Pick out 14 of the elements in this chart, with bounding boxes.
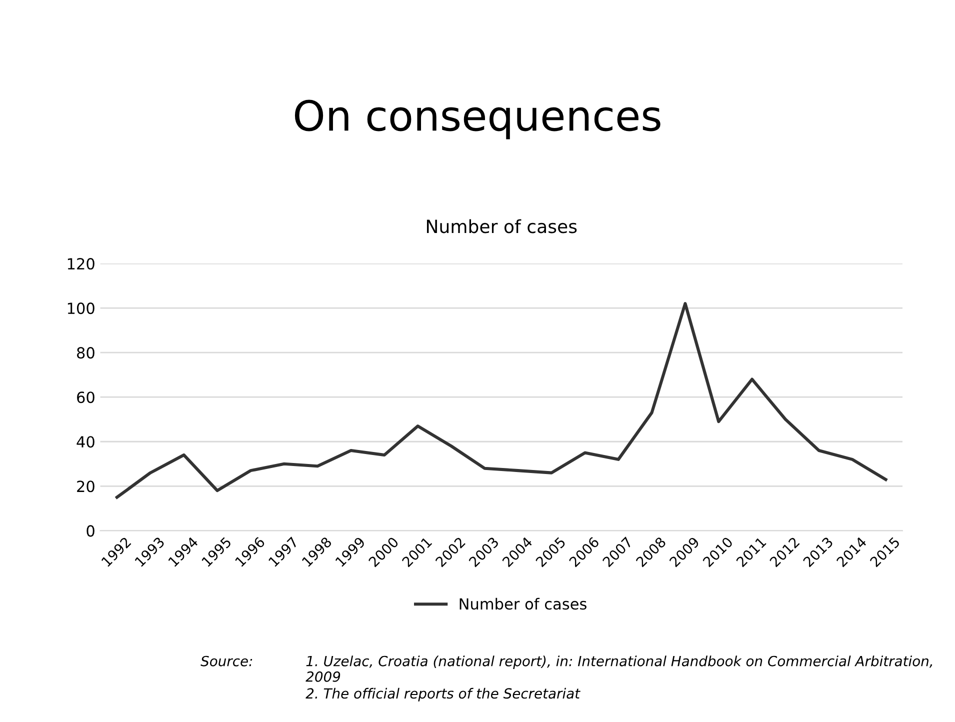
y-tick-label: 100 bbox=[68, 302, 94, 314]
y-tick-label: 40 bbox=[76, 436, 94, 448]
text: 1. Uzelac, Croatia (national report), in: International Handbook on Commercial Arbitration, 2009 bbox=[306, 656, 932, 682]
y-tick-label: 20 bbox=[77, 480, 94, 492]
text: 2. The official reports of the Secretariat bbox=[306, 688, 580, 702]
y-tick-label: 120 bbox=[68, 258, 94, 270]
source-note: Source: bbox=[200, 656, 252, 666]
y-tick-label: 80 bbox=[77, 347, 94, 359]
chart-subtitle: Number of cases bbox=[426, 219, 577, 234]
legend-label: Number of cases bbox=[460, 598, 586, 610]
y-tick-label: 0 bbox=[86, 525, 94, 537]
line-series bbox=[115, 302, 888, 499]
chart-title: On consequences bbox=[294, 100, 660, 140]
y-tick-label: 60 bbox=[77, 392, 94, 404]
